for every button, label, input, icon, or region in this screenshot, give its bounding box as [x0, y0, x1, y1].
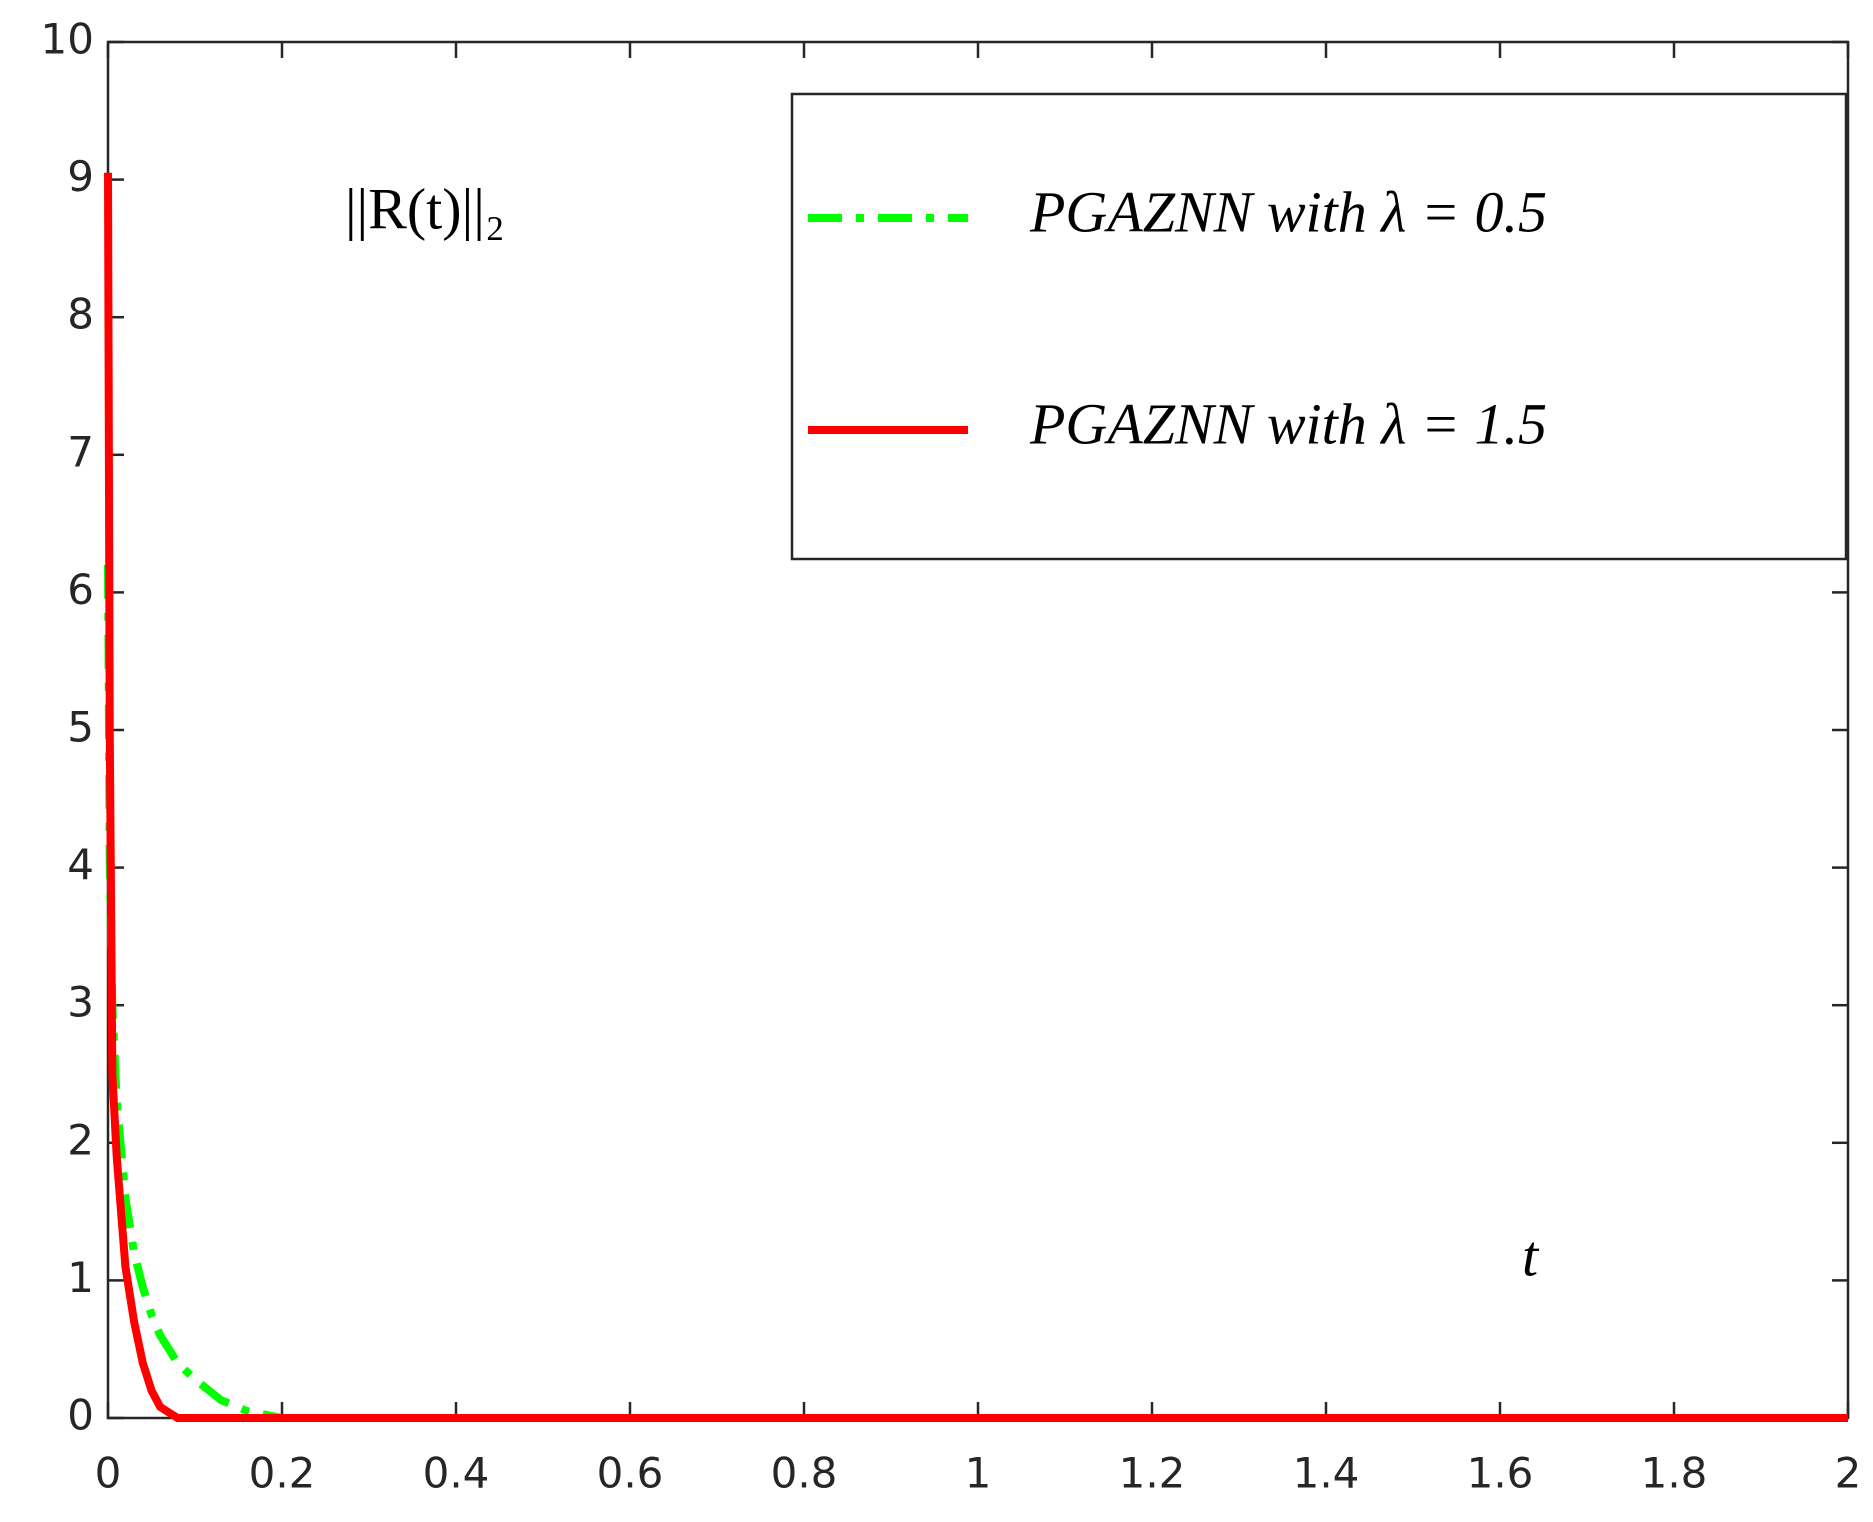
- x-tick-label: 0: [95, 1449, 122, 1498]
- series-line: [104, 172, 1848, 1422]
- y-tick-label: 3: [67, 978, 94, 1027]
- x-tick-label: 1: [965, 1449, 992, 1498]
- x-tick-label: 1.4: [1293, 1449, 1360, 1498]
- y-tick-label: 8: [67, 290, 94, 339]
- y-tick-label: 9: [67, 152, 94, 201]
- x-tick-label: 1.8: [1641, 1449, 1708, 1498]
- x-tick-label: 0.4: [423, 1449, 490, 1498]
- x-tick-label: 0.6: [597, 1449, 664, 1498]
- legend: PGAZNN with λ = 0.5 PGAZNN with λ = 1.5: [790, 92, 1848, 561]
- legend-label: PGAZNN with λ = 1.5: [1029, 391, 1547, 456]
- y-tick-label: 2: [67, 1115, 94, 1164]
- x-tick-label: 1.6: [1467, 1449, 1534, 1498]
- y-tick-label: 5: [67, 703, 94, 752]
- x-tick-label: 1.2: [1119, 1449, 1186, 1498]
- x-tick-label: 0.2: [249, 1449, 316, 1498]
- legend-label: PGAZNN with λ = 0.5: [1029, 179, 1547, 244]
- legend-box: [790, 92, 1848, 561]
- x-tick-label: 2: [1835, 1449, 1862, 1498]
- y-tick-label: 6: [67, 565, 94, 614]
- y-tick-label: 0: [67, 1391, 94, 1440]
- y-tick-label: 1: [67, 1253, 94, 1302]
- y-tick-label: 10: [41, 15, 94, 64]
- lines: [104, 172, 1848, 1422]
- y-tick-label: 7: [67, 427, 94, 476]
- annotation: t: [1522, 1223, 1540, 1288]
- y-tick-label: 4: [67, 840, 94, 889]
- annotation: ||R(t)||₂: [345, 176, 505, 241]
- x-tick-label: 0.8: [771, 1449, 838, 1498]
